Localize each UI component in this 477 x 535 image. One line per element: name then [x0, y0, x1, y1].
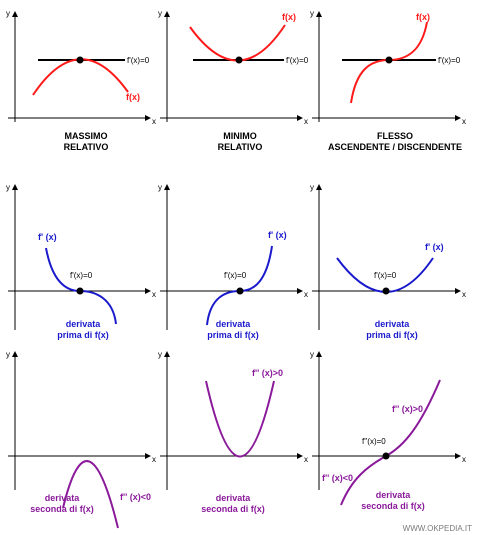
panel-derivata-prima-minimo: y x f' (x) f'(x)=0 derivata prima di f(x… — [158, 183, 308, 340]
zero-label: f''(x)=0 — [362, 437, 386, 446]
caption-line-2: prima di f(x) — [207, 330, 259, 340]
caption-line-1: MASSIMO — [64, 131, 107, 141]
tangent-label: f'(x)=0 — [127, 56, 150, 65]
caption-line-2: seconda di f(x) — [361, 501, 425, 511]
caption-line-2: RELATIVO — [64, 142, 109, 152]
x-axis-label: x — [152, 117, 156, 126]
zero-label: f'(x)=0 — [224, 271, 247, 280]
neg-label: f'' (x)<0 — [322, 473, 353, 483]
caption-line-1: derivata — [376, 490, 412, 500]
watermark: WWW.OKPEDIA.IT — [403, 524, 472, 533]
tangent-label: f'(x)=0 — [286, 56, 309, 65]
f-label: f(x) — [282, 12, 296, 22]
inflection-point — [382, 452, 390, 460]
f-second-curve — [340, 379, 441, 506]
panel-derivata-seconda-negativa: y x f'' (x)<0 derivata seconda di f(x) — [6, 350, 156, 529]
x-axis-label: x — [304, 290, 308, 299]
panel-derivata-prima-flesso: y x f' (x) f'(x)=0 derivata prima di f(x… — [310, 183, 466, 340]
panel-minimo-relativo: y x f'(x)=0 f(x) MINIMO RELATIVO — [158, 9, 309, 152]
zero-point — [382, 287, 390, 295]
panel-massimo-relativo: y x f'(x)=0 f(x) MASSIMO RELATIVO — [6, 9, 156, 152]
f-second-curve — [62, 460, 119, 529]
caption-line-1: MINIMO — [223, 131, 257, 141]
x-axis-label: x — [304, 117, 308, 126]
y-axis-label: y — [310, 183, 314, 192]
tangent-label: f'(x)=0 — [438, 56, 461, 65]
caption-line-2: prima di f(x) — [57, 330, 109, 340]
sign-label: f'' (x)<0 — [120, 492, 151, 502]
x-axis-label: x — [462, 290, 466, 299]
y-axis-label: y — [158, 9, 162, 18]
caption-line-2: prima di f(x) — [366, 330, 418, 340]
f-prime-label: f' (x) — [38, 232, 57, 242]
y-axis-label: y — [158, 183, 162, 192]
caption-line-1: derivata — [216, 493, 252, 503]
y-axis-label: y — [310, 350, 314, 359]
f-curve-maximum — [32, 58, 129, 96]
sign-label: f'' (x)>0 — [252, 368, 283, 378]
caption-line-2: ASCENDENTE / DISCENDENTE — [328, 142, 462, 152]
y-axis-label: y — [6, 183, 10, 192]
x-axis-label: x — [462, 117, 466, 126]
y-axis-label: y — [310, 9, 314, 18]
caption-line-1: FLESSO — [377, 131, 413, 141]
f-prime-curve — [206, 245, 273, 326]
caption-line-1: derivata — [216, 319, 252, 329]
panel-flesso: y x f'(x)=0 f(x) FLESSO ASCENDENTE / DIS… — [310, 9, 466, 152]
panel-derivata-seconda-positiva: y x f'' (x)>0 derivata seconda di f(x) — [158, 350, 308, 514]
caption-line-2: seconda di f(x) — [201, 504, 265, 514]
tangent-point — [385, 56, 393, 64]
caption-line-2: seconda di f(x) — [30, 504, 94, 514]
panel-derivata-seconda-flesso: y x f'' (x)>0 f''(x)=0 f'' (x)<0 derivat… — [310, 350, 466, 511]
caption-line-1: derivata — [375, 319, 411, 329]
f-prime-label: f' (x) — [425, 242, 444, 252]
caption-line-1: derivata — [66, 319, 102, 329]
f-label: f(x) — [416, 12, 430, 22]
zero-label: f'(x)=0 — [70, 271, 93, 280]
y-axis-label: y — [158, 350, 162, 359]
y-axis-label: y — [6, 9, 10, 18]
panel-derivata-prima-massimo: y x f' (x) f'(x)=0 derivata prima di f(x… — [6, 183, 156, 340]
pos-label: f'' (x)>0 — [392, 404, 423, 414]
x-axis-label: x — [152, 290, 156, 299]
tangent-point — [235, 56, 243, 64]
zero-point — [76, 287, 84, 295]
x-axis-label: x — [304, 455, 308, 464]
zero-point — [236, 287, 244, 295]
x-axis-label: x — [462, 455, 466, 464]
caption-line-2: RELATIVO — [218, 142, 263, 152]
f-second-curve — [205, 380, 275, 458]
tangent-point — [76, 56, 84, 64]
f-prime-curve — [45, 247, 117, 325]
x-axis-label: x — [152, 455, 156, 464]
f-label: f(x) — [126, 92, 140, 102]
y-axis-label: y — [6, 350, 10, 359]
zero-label: f'(x)=0 — [374, 271, 397, 280]
f-prime-label: f' (x) — [268, 230, 287, 240]
caption-line-1: derivata — [45, 493, 81, 503]
f-curve-minimum — [189, 24, 286, 62]
